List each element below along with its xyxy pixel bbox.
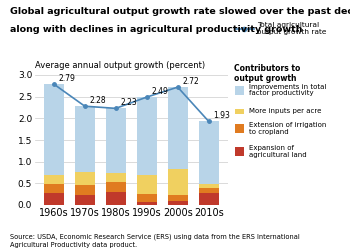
Bar [168,170,188,194]
Bar [75,106,95,172]
Text: More inputs per acre: More inputs per acre [248,108,321,114]
Bar [234,124,244,133]
Bar [75,172,95,185]
Text: 1.93: 1.93 [214,111,230,120]
Bar [106,192,126,205]
Bar [44,193,64,205]
Text: Global agricultural output growth rate slowed over the past decade: Global agricultural output growth rate s… [10,8,350,16]
Bar [44,175,64,184]
Bar [136,194,157,202]
Text: 2.28: 2.28 [90,96,106,105]
Bar [44,84,64,175]
Bar [106,173,126,182]
Bar [168,87,188,170]
Bar [168,201,188,205]
Text: Improvements in total
factor productivity: Improvements in total factor productivit… [248,84,326,96]
Text: Source: USDA, Economic Research Service (ERS) using data from the ERS Internatio: Source: USDA, Economic Research Service … [10,234,300,247]
Bar [106,182,126,192]
Text: Contributors to
output growth: Contributors to output growth [234,64,301,83]
Bar [136,175,157,194]
Bar [198,184,219,188]
Text: along with declines in agricultural productivity growth: along with declines in agricultural prod… [10,25,303,34]
Bar [44,184,64,193]
Text: 2.23: 2.23 [120,98,137,107]
Text: Expansion of
agricultural land: Expansion of agricultural land [248,145,306,158]
Bar [234,147,244,156]
Bar [106,108,126,173]
Text: 2.79: 2.79 [58,74,75,83]
Bar [234,109,244,114]
Bar [75,185,95,196]
Bar [136,97,157,175]
Bar [75,196,95,205]
Bar [198,121,219,184]
Bar [198,193,219,205]
Bar [136,202,157,205]
Bar [234,86,244,94]
Text: 2.72: 2.72 [182,77,199,86]
Text: Average annual output growth (percent): Average annual output growth (percent) [35,62,205,70]
Text: Total agricultural
output growth rate: Total agricultural output growth rate [257,22,327,35]
Bar [198,188,219,193]
Bar [168,194,188,201]
Text: 2.49: 2.49 [152,87,168,96]
Text: Extension of irrigation
to cropland: Extension of irrigation to cropland [248,122,326,135]
